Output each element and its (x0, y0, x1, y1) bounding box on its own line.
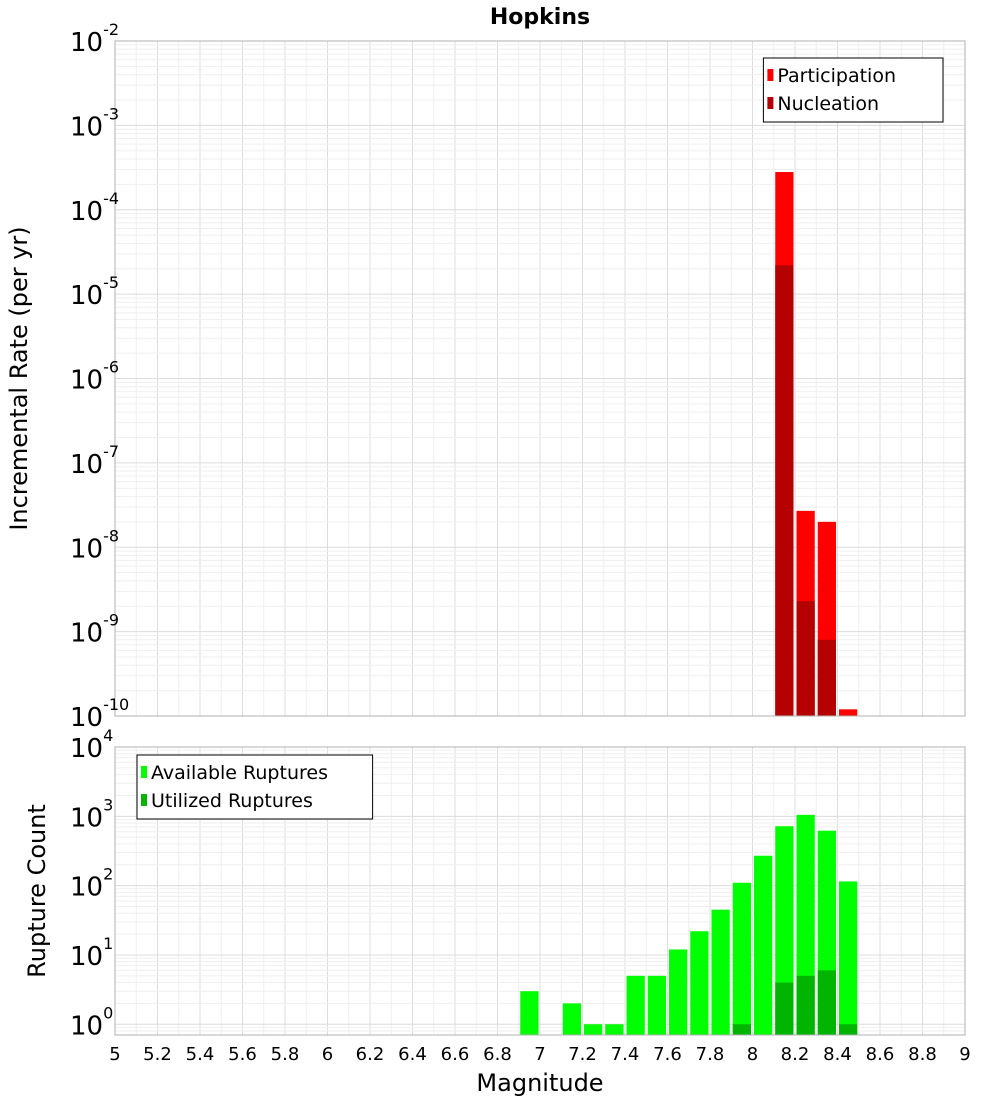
y-tick-label: 10-3 (70, 104, 119, 142)
plot-frame (114, 746, 966, 1036)
x-tick-label: 5.4 (186, 1044, 215, 1065)
y-tick-label: 102 (70, 865, 113, 903)
y-tick-label: 10-5 (70, 273, 119, 311)
x-tick-label: 6.8 (483, 1044, 512, 1065)
x-tick-label: 5.8 (271, 1044, 300, 1065)
bar-available-ruptures (626, 975, 645, 1035)
legend-label: Utilized Ruptures (151, 790, 313, 812)
x-tick-label: 6 (322, 1044, 333, 1065)
x-tick-label: 7.6 (653, 1044, 682, 1065)
bar-utilized-ruptures (775, 982, 794, 1035)
y-tick-label: 10-8 (70, 526, 119, 564)
y-axis-label: Rupture Count (23, 804, 51, 978)
x-tick-label: 7.8 (696, 1044, 725, 1065)
x-tick-label: 7.4 (611, 1044, 640, 1065)
x-tick-label: 6.4 (398, 1044, 427, 1065)
y-tick-label: 103 (70, 795, 113, 833)
bar-utilized-ruptures (732, 1024, 751, 1035)
legend-label: Available Ruptures (151, 762, 328, 784)
y-tick-label: 10-10 (70, 695, 129, 733)
bar-available-ruptures (562, 1003, 581, 1035)
x-tick-label: 8 (747, 1044, 758, 1065)
x-tick-label: 5.6 (228, 1044, 257, 1065)
legend-box (762, 57, 944, 123)
y-tick-label: 10-9 (70, 611, 119, 649)
legend-label: Participation (777, 65, 896, 87)
plot-frame (114, 40, 966, 717)
x-tick-label: 8.8 (908, 1044, 937, 1065)
bar-available-ruptures (839, 881, 858, 1035)
legend-swatch (141, 794, 147, 806)
bar-nucleation (775, 265, 794, 716)
x-tick-label: 9 (959, 1044, 970, 1065)
bar-utilized-ruptures (839, 1024, 858, 1035)
y-axis-label: Incremental Rate (per yr) (5, 226, 33, 530)
bar-available-ruptures (754, 855, 773, 1035)
bar-available-ruptures (584, 1024, 603, 1035)
bar-available-ruptures (520, 991, 539, 1035)
bar-available-ruptures (669, 949, 688, 1035)
y-tick-label: 100 (70, 1003, 113, 1041)
legend: Available Ruptures Utilized Ruptures (136, 754, 374, 820)
x-axis-label: Magnitude (476, 1069, 603, 1097)
legend: Participation Nucleation (762, 57, 944, 123)
y-tick-label: 10-4 (70, 189, 119, 227)
x-tick-label: 7.2 (568, 1044, 597, 1065)
bar-nucleation (817, 639, 836, 716)
y-tick-label: 104 (70, 726, 113, 764)
y-tick-label: 101 (70, 934, 113, 972)
bar-available-ruptures (605, 1024, 624, 1035)
y-tick-label: 10-6 (70, 358, 119, 396)
rupture-count-chart: 100 101 102 103 104 Rupture Count 5 5.2 5.4 5.6 5.… (23, 726, 971, 1097)
x-tick-label: 5.2 (143, 1044, 172, 1065)
legend-swatch (141, 766, 147, 778)
bar-available-ruptures (690, 931, 709, 1035)
legend-label: Nucleation (777, 93, 879, 115)
x-tick-label: 8.4 (823, 1044, 852, 1065)
incremental-rate-chart: Hopkins 10-10 10-9 10-8 10-7 10-6 10-5 10-4 10-3… (5, 5, 966, 733)
bar-available-ruptures (711, 909, 730, 1035)
bar-participation (839, 709, 858, 716)
legend-swatch (767, 97, 774, 109)
legend-box (136, 754, 374, 820)
y-tick-label: 10-2 (70, 20, 119, 58)
y-tick-label: 10-7 (70, 442, 119, 480)
chart-title: Hopkins (490, 5, 590, 30)
x-tick-label: 7 (534, 1044, 545, 1065)
bar-utilized-ruptures (817, 970, 836, 1035)
bar-nucleation (796, 601, 815, 716)
legend-swatch (767, 69, 774, 81)
bar-utilized-ruptures (796, 975, 815, 1035)
x-tick-label: 6.2 (356, 1044, 385, 1065)
x-tick-label: 5 (109, 1044, 120, 1065)
bar-available-ruptures (647, 975, 666, 1035)
bar-available-ruptures (732, 882, 751, 1035)
x-tick-label: 8.6 (866, 1044, 895, 1065)
x-tick-label: 6.6 (441, 1044, 470, 1065)
x-tick-label: 8.2 (781, 1044, 810, 1065)
